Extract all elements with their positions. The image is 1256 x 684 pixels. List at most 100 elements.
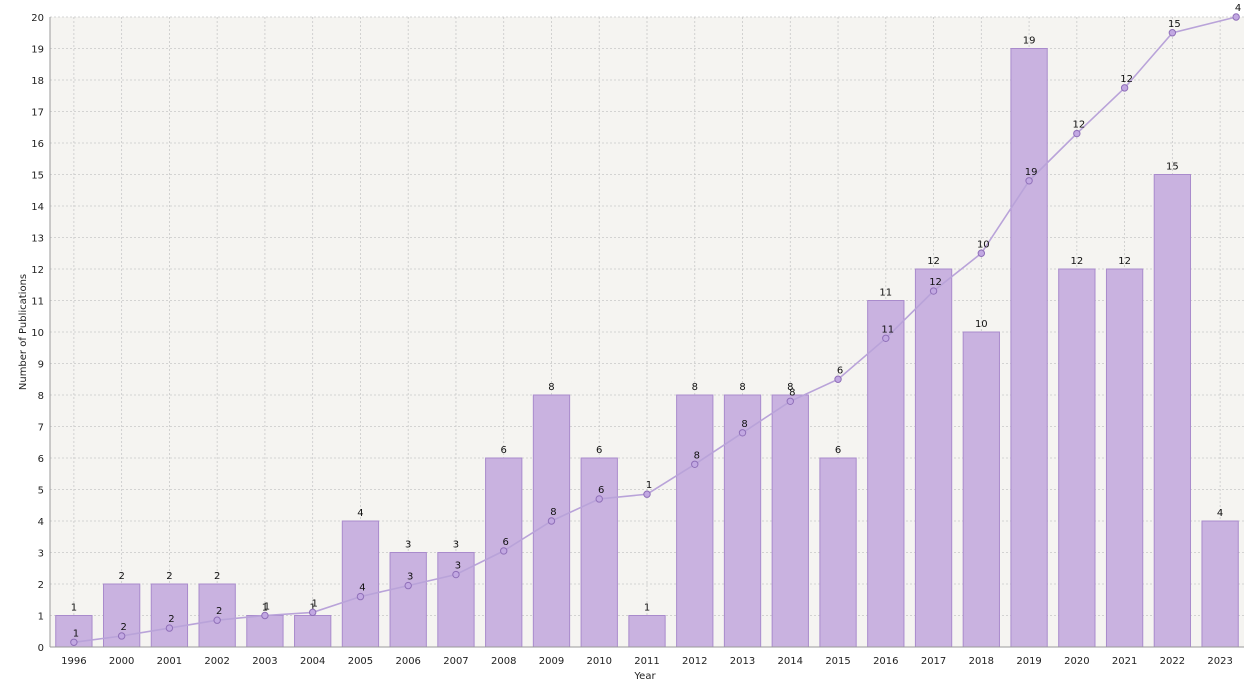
bar — [246, 615, 284, 648]
x-axis: 1996 2000 2001 2002 2003 2004 2005 2006 2007 2008… — [61, 656, 1233, 667]
line-point-label: 15 — [1168, 19, 1181, 30]
line-marker — [500, 547, 508, 555]
x-tick-label: 2023 — [1207, 656, 1232, 667]
line-point-label: 2 — [120, 622, 126, 633]
bar-value-label: 10 — [975, 319, 988, 330]
x-tick-label: 2001 — [157, 656, 182, 667]
line-point-label: 1 — [311, 598, 317, 609]
line-marker — [213, 616, 221, 624]
bar-value-label: 2 — [166, 571, 172, 582]
bar-value-label: 12 — [927, 256, 940, 267]
bar-value-label: 4 — [1217, 508, 1223, 519]
bar-value-label: 19 — [1023, 36, 1036, 47]
line-marker — [261, 611, 269, 620]
y-tick-label: 11 — [31, 297, 44, 308]
x-tick-label: 2008 — [491, 656, 516, 667]
bar-value-label: 8 — [548, 382, 554, 393]
x-tick-label: 2016 — [873, 656, 898, 667]
line-marker — [1025, 177, 1033, 185]
bar — [1010, 48, 1048, 648]
line-point-label: 6 — [598, 485, 604, 496]
line-point-label: 6 — [503, 537, 509, 548]
bar — [676, 394, 714, 648]
bar-value-label: 12 — [1070, 256, 1083, 267]
line-marker — [929, 287, 938, 295]
x-tick-label: 2007 — [443, 656, 468, 667]
line-point-label: 2 — [216, 606, 222, 617]
x-tick-label: 2022 — [1160, 656, 1185, 667]
line-point-label: 12 — [929, 277, 942, 288]
line-marker — [977, 249, 986, 257]
line-point-label: 19 — [1025, 167, 1038, 178]
y-tick-label: 15 — [31, 171, 44, 182]
x-tick-label: 2004 — [300, 656, 325, 667]
line-marker — [308, 608, 317, 617]
bar-value-label: 12 — [1118, 256, 1131, 267]
line-marker — [547, 517, 556, 525]
bar — [580, 457, 618, 648]
y-tick-label: 20 — [31, 13, 44, 24]
x-tick-label: 2015 — [825, 656, 850, 667]
y-tick-label: 14 — [31, 202, 44, 213]
bar-value-label: 6 — [501, 445, 507, 456]
bar — [914, 268, 953, 648]
x-tick-label: 2014 — [778, 656, 803, 667]
line-marker — [356, 592, 365, 601]
x-tick-label: 2011 — [634, 656, 659, 667]
x-tick-label: 2018 — [969, 656, 994, 667]
bar — [150, 583, 189, 648]
bar-value-label: 3 — [405, 540, 411, 551]
line-point-label: 8 — [789, 387, 795, 398]
bar-value-label: 2 — [214, 571, 220, 582]
y-tick-label: 13 — [31, 234, 44, 245]
y-axis-title: Number of Publications — [18, 274, 29, 390]
line-point-label: 12 — [1072, 120, 1085, 131]
line-point-label: 3 — [455, 561, 461, 572]
x-tick-label: 2020 — [1064, 656, 1089, 667]
line-point-label: 8 — [550, 507, 556, 518]
x-tick-label: 2021 — [1112, 656, 1137, 667]
y-tick-label: 2 — [38, 580, 44, 591]
line-point-label: 4 — [359, 583, 365, 594]
line-marker — [834, 375, 842, 383]
bar-value-label: 6 — [835, 445, 841, 456]
line-marker — [595, 495, 603, 503]
line-marker — [691, 460, 699, 468]
y-tick-label: 3 — [38, 549, 44, 560]
x-tick-label: 2000 — [109, 656, 134, 667]
bar — [341, 520, 380, 648]
y-tick-label: 12 — [31, 265, 44, 276]
line-marker — [70, 638, 78, 646]
bar-value-label: 15 — [1166, 162, 1179, 173]
x-tick-label: 2002 — [204, 656, 229, 667]
bar — [867, 300, 905, 648]
line-marker — [1232, 13, 1240, 21]
bar-value-label: 1 — [644, 603, 650, 614]
line-marker — [117, 632, 126, 640]
bar — [1058, 268, 1096, 648]
bar-value-label: 3 — [453, 540, 459, 551]
bar — [389, 552, 427, 648]
x-tick-label: 2010 — [587, 656, 612, 667]
y-tick-label: 6 — [38, 454, 44, 465]
line-marker — [165, 624, 174, 632]
line-marker — [404, 581, 412, 590]
bar — [628, 615, 666, 648]
line-point-label: 1 — [264, 602, 270, 613]
line-marker — [738, 429, 747, 437]
line-point-label: 11 — [881, 324, 894, 335]
y-tick-label: 0 — [38, 643, 44, 654]
line-point-label: 1 — [646, 480, 652, 491]
x-tick-label: 1996 — [61, 656, 86, 667]
x-tick-label: 2006 — [395, 656, 420, 667]
bar-value-label: 11 — [879, 288, 892, 299]
y-tick-label: 17 — [31, 108, 44, 119]
bar — [962, 331, 1000, 648]
x-axis-title: Year — [633, 671, 656, 682]
line-point-label: 8 — [694, 450, 700, 461]
line-point-label: 3 — [407, 572, 413, 583]
x-tick-label: 2013 — [730, 656, 755, 667]
bar-value-label: 1 — [309, 603, 315, 614]
bar — [294, 615, 332, 648]
